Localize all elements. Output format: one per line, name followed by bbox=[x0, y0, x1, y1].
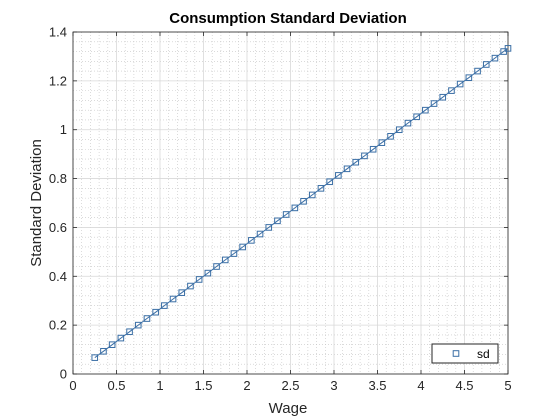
data-point-sd bbox=[326, 178, 333, 186]
data-point-sd bbox=[239, 243, 246, 251]
data-point-sd bbox=[361, 152, 368, 160]
data-point-sd bbox=[369, 145, 377, 153]
data-point-sd bbox=[143, 315, 151, 322]
data-point-sd bbox=[308, 191, 316, 199]
data-point-sd bbox=[204, 269, 212, 277]
data-point-sd bbox=[456, 80, 464, 88]
data-point-sd bbox=[335, 172, 342, 179]
data-point-sd bbox=[482, 61, 490, 68]
y-axis-title: Standard Deviation bbox=[28, 139, 45, 267]
x-axis-title: Wage bbox=[269, 400, 308, 417]
x-tick-label: 0 bbox=[69, 378, 76, 393]
data-point-sd bbox=[91, 354, 99, 361]
data-point-sd bbox=[352, 158, 360, 166]
data-point-sd bbox=[343, 165, 351, 173]
x-tick-label: 4 bbox=[417, 378, 424, 393]
data-point-sd bbox=[221, 256, 229, 264]
data-point-sd bbox=[504, 45, 512, 52]
x-tick-label: 1.5 bbox=[194, 378, 212, 393]
data-point-sd bbox=[169, 295, 177, 303]
data-point-sd bbox=[274, 217, 281, 225]
y-tick-label: 1.2 bbox=[49, 73, 67, 88]
data-point-sd bbox=[195, 276, 203, 283]
data-point-sd bbox=[178, 289, 186, 296]
data-point-sd bbox=[474, 67, 481, 75]
data-point-sd bbox=[108, 341, 116, 348]
series-layer bbox=[91, 45, 512, 361]
data-point-sd bbox=[134, 321, 142, 329]
y-tick-label: 0.2 bbox=[49, 318, 67, 333]
series-line-sd bbox=[94, 47, 509, 359]
x-tick-label: 5 bbox=[504, 378, 511, 393]
data-point-sd bbox=[404, 119, 412, 127]
data-point-sd bbox=[317, 185, 325, 192]
data-point-sd bbox=[413, 113, 420, 121]
y-tick-label: 0.8 bbox=[49, 171, 67, 186]
x-tick-label: 1 bbox=[156, 378, 163, 393]
data-point-sd bbox=[300, 197, 307, 205]
data-point-sd bbox=[491, 54, 499, 62]
legend: sd bbox=[431, 343, 499, 364]
x-tick-label: 2 bbox=[243, 378, 250, 393]
data-point-sd bbox=[378, 139, 386, 146]
data-point-sd bbox=[448, 87, 455, 94]
data-point-sd bbox=[126, 328, 133, 336]
y-tick-label: 1 bbox=[60, 122, 67, 137]
legend-marker-square-shape bbox=[452, 350, 460, 357]
data-point-sd bbox=[100, 347, 107, 355]
x-tick-label: 0.5 bbox=[107, 378, 125, 393]
data-point-sd bbox=[465, 74, 473, 81]
x-tick-label: 2.5 bbox=[281, 378, 299, 393]
grid-layer bbox=[72, 31, 509, 375]
data-point-sd bbox=[387, 133, 394, 140]
legend-box bbox=[431, 343, 499, 364]
data-point-sd bbox=[282, 211, 290, 218]
data-point-sd bbox=[161, 302, 168, 309]
data-point-sd bbox=[248, 237, 255, 244]
data-point-sd bbox=[152, 308, 159, 316]
data-point-sd bbox=[395, 126, 403, 134]
data-point-sd bbox=[422, 106, 429, 114]
y-tick-label: 0 bbox=[60, 367, 67, 382]
legend-marker-square bbox=[452, 350, 460, 357]
data-point-sd bbox=[187, 282, 194, 290]
chart-title: Consumption Standard Deviation bbox=[169, 10, 407, 27]
data-point-sd bbox=[430, 100, 438, 107]
data-point-sd bbox=[213, 263, 220, 270]
x-tick-label: 3.5 bbox=[368, 378, 386, 393]
y-tick-label: 0.4 bbox=[49, 269, 67, 284]
x-tick-label: 4.5 bbox=[455, 378, 473, 393]
y-tick-label: 1.4 bbox=[49, 25, 67, 40]
data-point-sd bbox=[265, 224, 273, 231]
data-point-sd bbox=[256, 230, 264, 238]
data-point-sd bbox=[117, 334, 125, 342]
data-point-sd bbox=[291, 204, 299, 212]
legend-label-sd: sd bbox=[477, 347, 490, 361]
axes-layer: 0 0.5 1 1.5 2 2.5 3 3.5 4 4.5 5 0 0.2 0.4 0.6 0.8 1 1.2 1.… bbox=[49, 25, 512, 394]
y-tick-label: 0.6 bbox=[49, 220, 67, 235]
data-point-sd bbox=[439, 93, 447, 101]
x-tick-label: 3 bbox=[330, 378, 337, 393]
data-point-sd bbox=[230, 250, 238, 257]
